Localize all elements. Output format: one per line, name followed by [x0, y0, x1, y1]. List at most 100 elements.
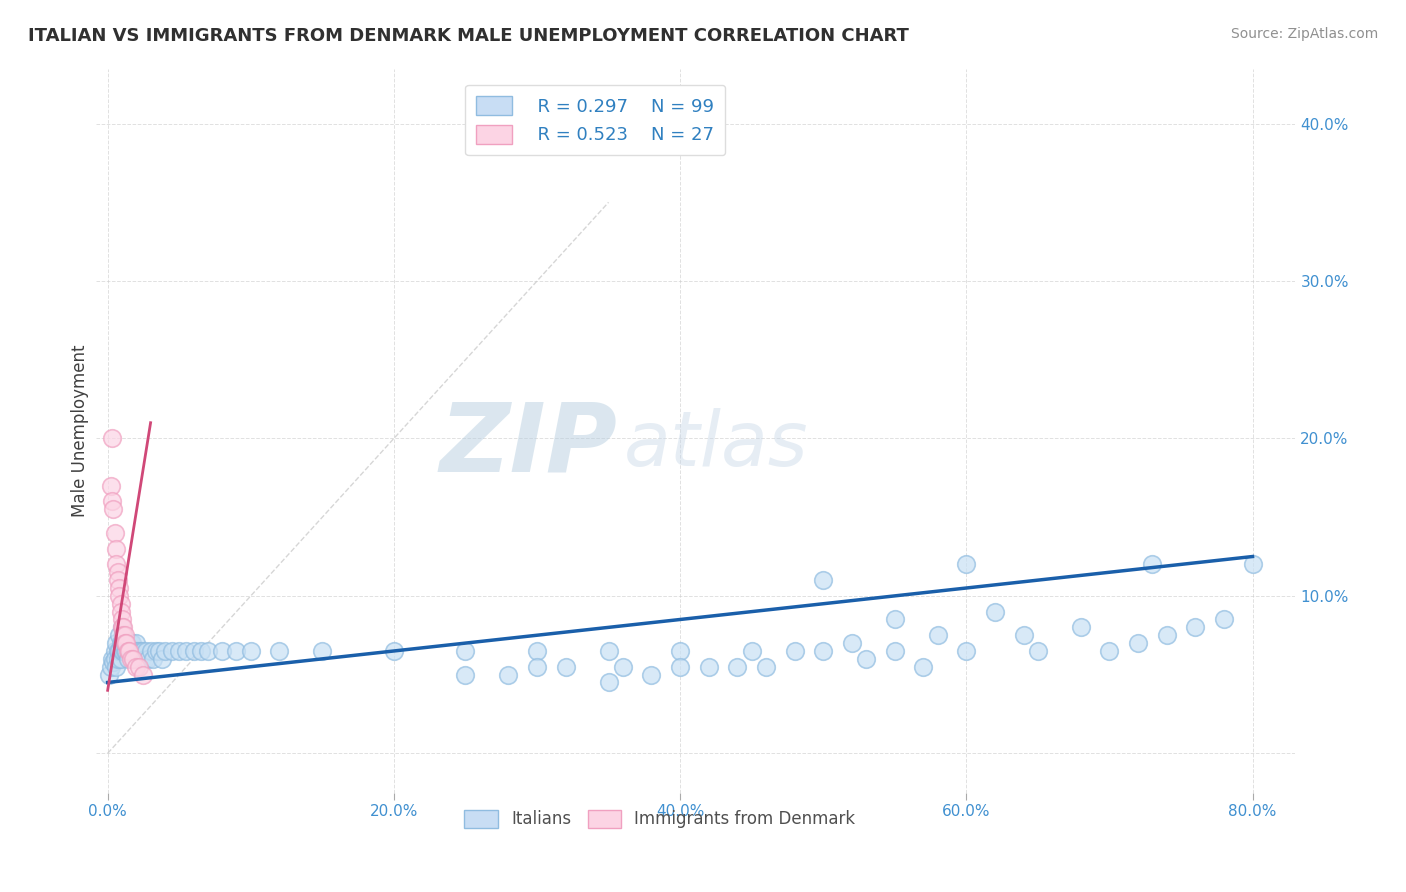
- Point: [105, 636, 128, 650]
- Point: [1142, 558, 1164, 572]
- Point: [112, 628, 135, 642]
- Point: [131, 652, 153, 666]
- Point: [841, 636, 863, 650]
- Point: [121, 636, 143, 650]
- Point: [190, 644, 212, 658]
- Point: [725, 659, 748, 673]
- Point: [107, 573, 129, 587]
- Point: [811, 644, 834, 658]
- Point: [125, 644, 148, 658]
- Point: [100, 659, 122, 673]
- Point: [883, 644, 905, 658]
- Point: [526, 644, 548, 658]
- Text: ITALIAN VS IMMIGRANTS FROM DENMARK MALE UNEMPLOYMENT CORRELATION CHART: ITALIAN VS IMMIGRANTS FROM DENMARK MALE …: [28, 27, 910, 45]
- Point: [122, 652, 145, 666]
- Point: [697, 659, 720, 673]
- Point: [955, 558, 977, 572]
- Point: [117, 636, 139, 650]
- Point: [640, 667, 662, 681]
- Point: [132, 667, 155, 681]
- Point: [101, 494, 124, 508]
- Point: [1012, 628, 1035, 642]
- Point: [927, 628, 949, 642]
- Point: [129, 644, 152, 658]
- Point: [145, 644, 167, 658]
- Point: [125, 659, 148, 673]
- Point: [108, 644, 131, 658]
- Point: [1212, 612, 1234, 626]
- Text: atlas: atlas: [624, 408, 808, 482]
- Point: [1026, 644, 1049, 658]
- Point: [115, 644, 138, 658]
- Point: [1098, 644, 1121, 658]
- Point: [125, 636, 148, 650]
- Point: [239, 644, 262, 658]
- Point: [554, 659, 576, 673]
- Point: [142, 652, 165, 666]
- Text: ZIP: ZIP: [440, 399, 617, 491]
- Point: [114, 636, 136, 650]
- Point: [110, 597, 132, 611]
- Point: [498, 667, 520, 681]
- Point: [117, 644, 139, 658]
- Point: [112, 644, 135, 658]
- Point: [108, 628, 131, 642]
- Point: [1241, 558, 1264, 572]
- Point: [105, 659, 128, 673]
- Point: [110, 636, 132, 650]
- Point: [598, 675, 620, 690]
- Point: [112, 620, 135, 634]
- Point: [103, 502, 125, 516]
- Point: [122, 644, 145, 658]
- Point: [127, 644, 149, 658]
- Point: [128, 659, 150, 673]
- Point: [183, 644, 205, 658]
- Point: [114, 636, 136, 650]
- Point: [108, 581, 131, 595]
- Point: [108, 589, 131, 603]
- Point: [139, 644, 162, 658]
- Point: [101, 652, 124, 666]
- Point: [160, 644, 183, 658]
- Point: [112, 628, 135, 642]
- Point: [115, 636, 138, 650]
- Point: [912, 659, 935, 673]
- Point: [111, 620, 134, 634]
- Point: [883, 612, 905, 626]
- Text: Source: ZipAtlas.com: Source: ZipAtlas.com: [1230, 27, 1378, 41]
- Point: [104, 644, 127, 658]
- Point: [454, 667, 477, 681]
- Point: [669, 659, 692, 673]
- Point: [1156, 628, 1178, 642]
- Point: [454, 644, 477, 658]
- Point: [124, 644, 146, 658]
- Point: [120, 636, 142, 650]
- Point: [107, 644, 129, 658]
- Point: [855, 652, 877, 666]
- Point: [104, 525, 127, 540]
- Point: [122, 652, 145, 666]
- Point: [115, 636, 138, 650]
- Point: [311, 644, 333, 658]
- Point: [135, 644, 157, 658]
- Point: [150, 652, 173, 666]
- Point: [955, 644, 977, 658]
- Point: [176, 644, 198, 658]
- Point: [128, 652, 150, 666]
- Point: [111, 620, 134, 634]
- Point: [1184, 620, 1206, 634]
- Point: [211, 644, 233, 658]
- Point: [100, 478, 122, 492]
- Point: [811, 573, 834, 587]
- Point: [132, 644, 155, 658]
- Point: [110, 605, 132, 619]
- Point: [120, 644, 142, 658]
- Point: [167, 644, 190, 658]
- Point: [105, 541, 128, 556]
- Point: [269, 644, 291, 658]
- Point: [117, 652, 139, 666]
- Point: [118, 644, 141, 658]
- Point: [382, 644, 405, 658]
- Point: [148, 644, 170, 658]
- Point: [741, 644, 763, 658]
